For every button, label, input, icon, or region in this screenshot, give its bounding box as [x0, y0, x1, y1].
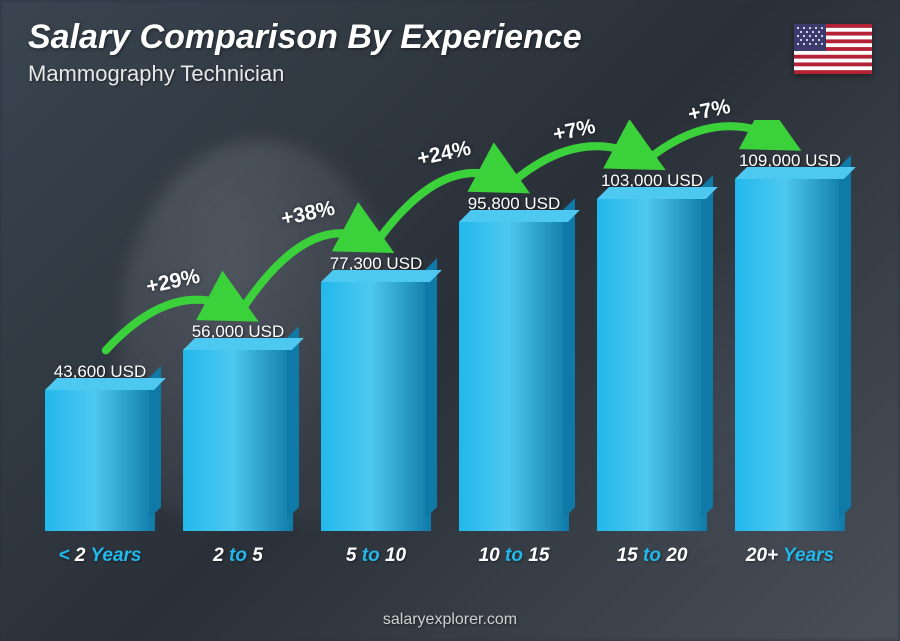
bar — [728, 179, 852, 531]
chart-area: 43,600 USD< 2 Years56,000 USD2 to 577,30… — [38, 120, 852, 567]
bar-top-face — [735, 167, 856, 179]
bar-group: 109,000 USD20+ Years — [728, 151, 852, 567]
bar-top-face — [459, 210, 580, 222]
bar-front-face — [45, 390, 154, 531]
x-axis-category-label: 20+ Years — [746, 545, 834, 567]
x-axis-category-label: 5 to 10 — [346, 545, 406, 567]
bar — [452, 222, 576, 531]
bar-side-face — [701, 175, 713, 519]
bar-front-face — [321, 282, 430, 531]
bar-side-face — [287, 326, 299, 519]
bar — [38, 390, 162, 531]
x-axis-category-label: 15 to 20 — [617, 545, 688, 567]
x-axis-category-label: 2 to 5 — [213, 545, 263, 567]
bar-group: 77,300 USD5 to 10 — [314, 254, 438, 567]
bar-group: 43,600 USD< 2 Years — [38, 362, 162, 567]
bar-front-face — [735, 179, 844, 531]
chart-subtitle: Mammography Technician — [28, 61, 872, 87]
header: Salary Comparison By Experience Mammogra… — [28, 18, 872, 87]
bar-group: 56,000 USD2 to 5 — [176, 322, 300, 567]
bar-group: 103,000 USD15 to 20 — [590, 171, 714, 567]
bar-front-face — [459, 222, 568, 531]
attribution-text: salaryexplorer.com — [0, 611, 900, 629]
bar — [314, 282, 438, 531]
bar-group: 95,800 USD10 to 15 — [452, 194, 576, 567]
bar-front-face — [597, 199, 706, 531]
bar-top-face — [597, 187, 718, 199]
bar-top-face — [321, 270, 442, 282]
us-flag-icon — [794, 24, 872, 74]
bar-side-face — [563, 198, 575, 519]
bar-side-face — [839, 155, 851, 519]
bar-top-face — [45, 378, 166, 390]
bar-top-face — [183, 338, 304, 350]
bar-front-face — [183, 350, 292, 531]
chart-title: Salary Comparison By Experience — [28, 18, 872, 57]
x-axis-category-label: 10 to 15 — [479, 545, 550, 567]
bar — [176, 350, 300, 531]
bar — [590, 199, 714, 531]
x-axis-category-label: < 2 Years — [59, 545, 142, 567]
bar-side-face — [425, 258, 437, 519]
